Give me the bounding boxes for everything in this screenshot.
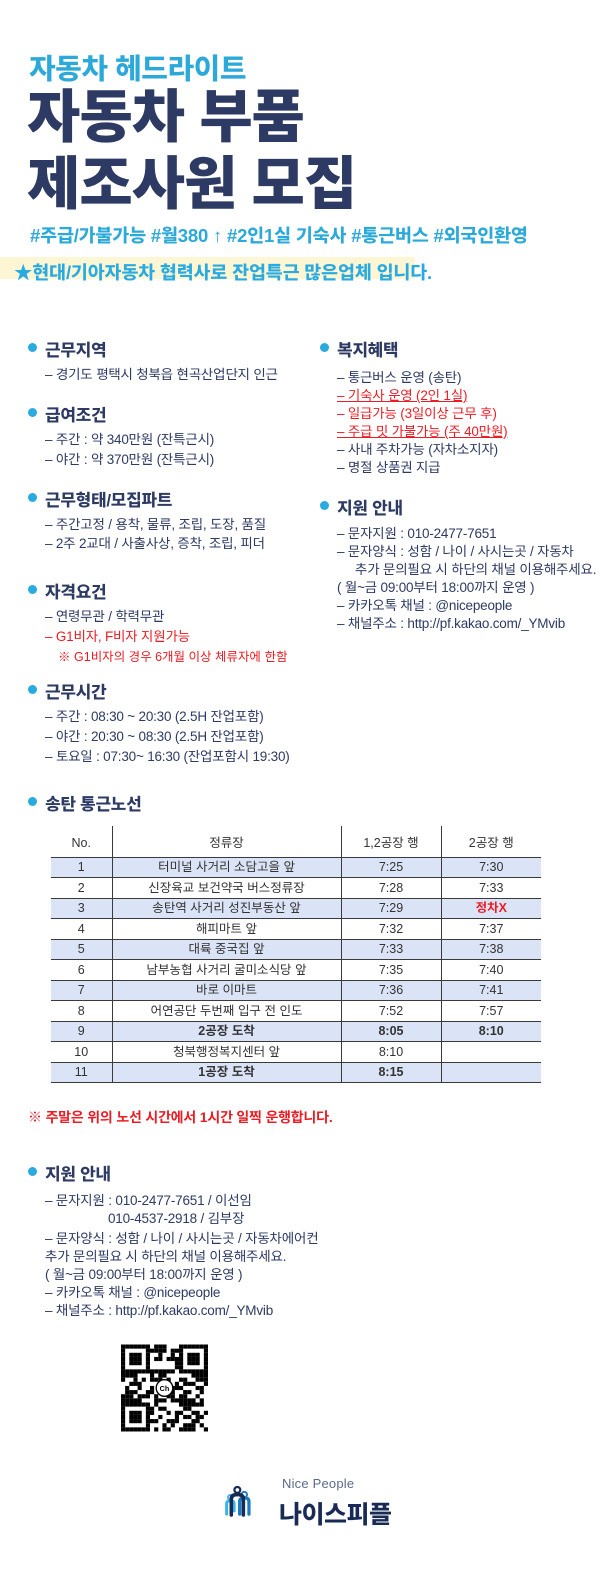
svg-text:Ch: Ch xyxy=(160,1384,170,1393)
